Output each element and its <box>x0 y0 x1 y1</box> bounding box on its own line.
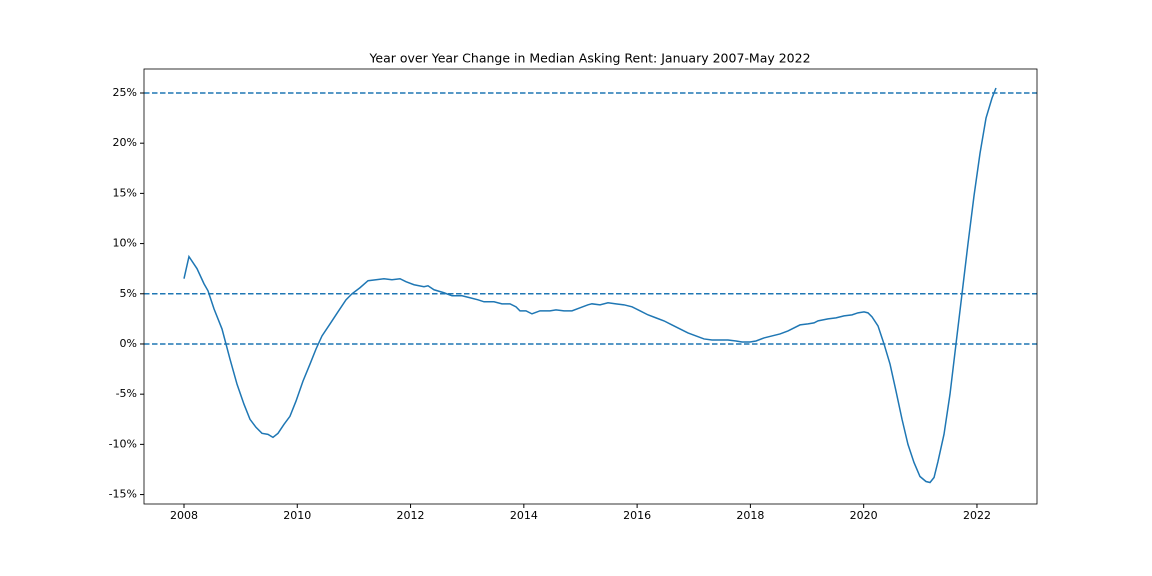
x-tick-label: 2020 <box>850 509 878 522</box>
y-tick-label: 5% <box>120 287 137 300</box>
y-tick-label: 25% <box>113 86 137 99</box>
y-tick-label: 10% <box>113 237 137 250</box>
x-tick-label: 2018 <box>736 509 764 522</box>
y-tick-label: 15% <box>113 186 137 199</box>
plot-frame <box>143 68 1038 505</box>
x-tick-label: 2010 <box>283 509 311 522</box>
chart-title: Year over Year Change in Median Asking R… <box>368 51 810 66</box>
x-tick-label: 2016 <box>623 509 651 522</box>
x-tick-label: 2012 <box>397 509 425 522</box>
y-tick-label: 20% <box>113 136 137 149</box>
y-tick-label: -5% <box>116 387 137 400</box>
x-tick-label: 2008 <box>170 509 198 522</box>
y-tick-label: -10% <box>109 437 137 450</box>
x-tick-label: 2022 <box>963 509 991 522</box>
data-line <box>183 87 997 484</box>
x-tick-label: 2014 <box>510 509 538 522</box>
y-tick-label: 0% <box>120 337 137 350</box>
y-tick-label: -15% <box>109 488 137 501</box>
